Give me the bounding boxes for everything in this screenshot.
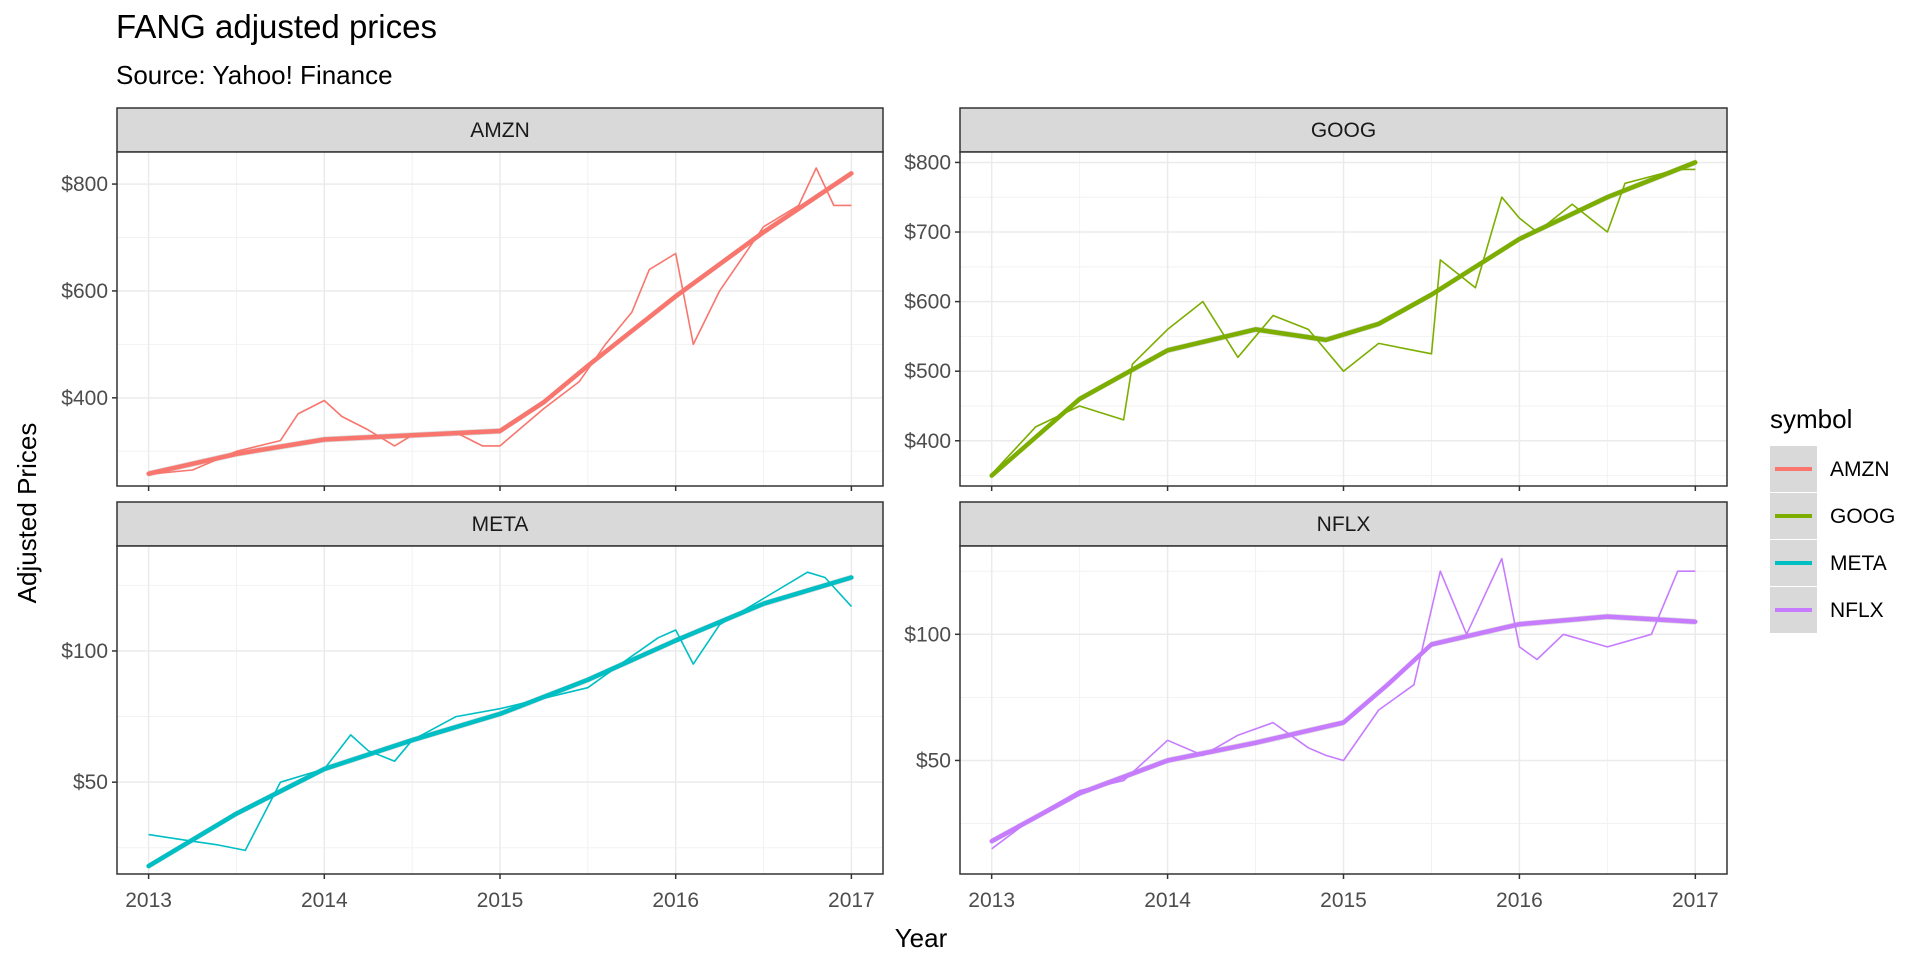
legend-title: symbol — [1770, 404, 1852, 434]
x-axis-title: Year — [895, 923, 948, 953]
y-tick-label: $50 — [73, 771, 108, 794]
facet-label: GOOG — [1311, 119, 1376, 142]
legend-label: GOOG — [1830, 505, 1895, 528]
chart-subtitle: Source: Yahoo! Finance — [116, 60, 393, 90]
x-tick-label: 2015 — [477, 889, 524, 912]
x-tick-label: 2013 — [125, 889, 172, 912]
facet-label: AMZN — [470, 119, 530, 142]
trend-line-goog — [989, 160, 1698, 478]
x-tick-label: 2016 — [652, 889, 699, 912]
y-tick-label: $800 — [904, 151, 951, 174]
y-tick-label: $400 — [61, 387, 108, 410]
x-tick-label: 2013 — [968, 889, 1015, 912]
panel-goog: GOOG $400 $500 $600 $700 $800 — [904, 107, 1728, 491]
y-axis-title: Adjusted Prices — [12, 423, 42, 604]
x-tick-label: 2015 — [1320, 889, 1367, 912]
facet-label: NFLX — [1317, 513, 1371, 536]
price-line-nflx — [991, 557, 1696, 850]
y-tick-label: $600 — [61, 280, 108, 303]
y-tick-label: $500 — [904, 360, 951, 383]
panel-meta: META $50 $100 2013 2014 2015 2016 2017 — [61, 501, 884, 912]
facet-label: META — [472, 513, 529, 536]
trend-line-nflx — [989, 614, 1698, 844]
chart-title: FANG adjusted prices — [116, 8, 437, 45]
trend-line-meta — [146, 575, 854, 869]
y-tick-label: $100 — [61, 640, 108, 663]
facet-strip — [959, 501, 1728, 547]
y-tick-label: $600 — [904, 291, 951, 314]
legend-label: META — [1830, 552, 1887, 575]
y-tick-label: $400 — [904, 430, 951, 453]
panel-nflx: NFLX $50 $100 2013 2014 2015 2016 2017 — [904, 501, 1728, 912]
panel-amzn: AMZN $400 $600 $800 — [61, 107, 884, 491]
price-line-goog — [991, 168, 1696, 475]
legend-label: AMZN — [1830, 458, 1890, 481]
trend-line-amzn — [146, 171, 854, 476]
facet-strip — [959, 107, 1728, 153]
x-tick-label: 2016 — [1496, 889, 1543, 912]
legend-label: NFLX — [1830, 599, 1884, 622]
y-tick-label: $700 — [904, 221, 951, 244]
y-tick-label: $100 — [904, 623, 951, 646]
x-tick-label: 2017 — [1672, 889, 1719, 912]
x-tick-label: 2014 — [301, 889, 348, 912]
y-tick-label: $50 — [916, 749, 951, 772]
x-tick-label: 2014 — [1144, 889, 1191, 912]
y-tick-label: $800 — [61, 173, 108, 196]
legend: symbol AMZN GOOG META NFLX — [1770, 404, 1895, 633]
x-tick-label: 2017 — [828, 889, 875, 912]
facet-strip — [116, 501, 884, 547]
